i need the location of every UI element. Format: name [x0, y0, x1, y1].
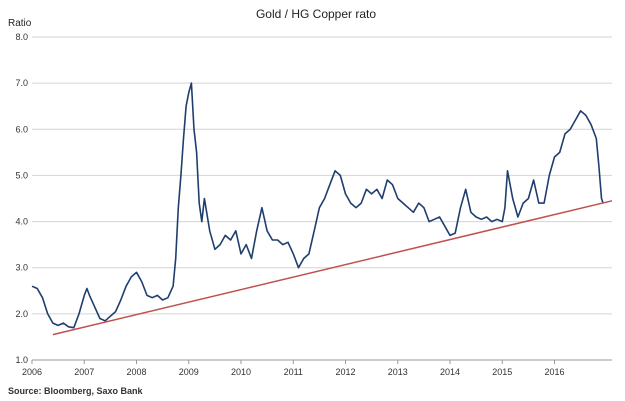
x-tick-labels: 2006 2007 2008 2009 2010 2011 2012 2013 2014 2015… — [22, 367, 565, 377]
x-tick-label: 2016 — [545, 367, 565, 377]
x-tick-marks — [31, 360, 556, 364]
trend-line — [52, 200, 613, 336]
source-note: Source: Bloomberg, Saxo Bank — [8, 386, 144, 396]
y-tick-label: 3.0 — [15, 263, 28, 273]
y-axis-label: Ratio — [8, 18, 32, 29]
y-tick-label: 4.0 — [15, 217, 28, 227]
y-tick-label: 7.0 — [15, 78, 28, 88]
x-tick-label: 2006 — [22, 367, 42, 377]
x-tick-label: 2011 — [284, 367, 303, 377]
y-tick-label: 1.0 — [15, 355, 28, 365]
x-tick-label: 2015 — [492, 367, 512, 377]
series-lines — [31, 82, 613, 336]
x-tick-label: 2014 — [440, 367, 460, 377]
x-tick-label: 2013 — [388, 367, 408, 377]
y-tick-label: 5.0 — [15, 170, 28, 180]
x-tick-label: 2009 — [179, 367, 199, 377]
x-tick-label: 2008 — [126, 367, 146, 377]
chart-title: Gold / HG Copper rato — [256, 7, 376, 21]
x-tick-label: 2010 — [231, 367, 251, 377]
x-tick-label: 2007 — [74, 367, 94, 377]
y-tick-label: 6.0 — [15, 124, 28, 134]
ratio-series-line — [31, 82, 604, 329]
y-tick-label: 2.0 — [15, 309, 28, 319]
y-tick-labels: 1.0 2.0 3.0 4.0 5.0 6.0 7.0 8.0 — [15, 32, 28, 365]
grid-lines — [32, 36, 612, 361]
y-tick-label: 8.0 — [15, 32, 28, 42]
x-tick-label: 2012 — [335, 367, 355, 377]
